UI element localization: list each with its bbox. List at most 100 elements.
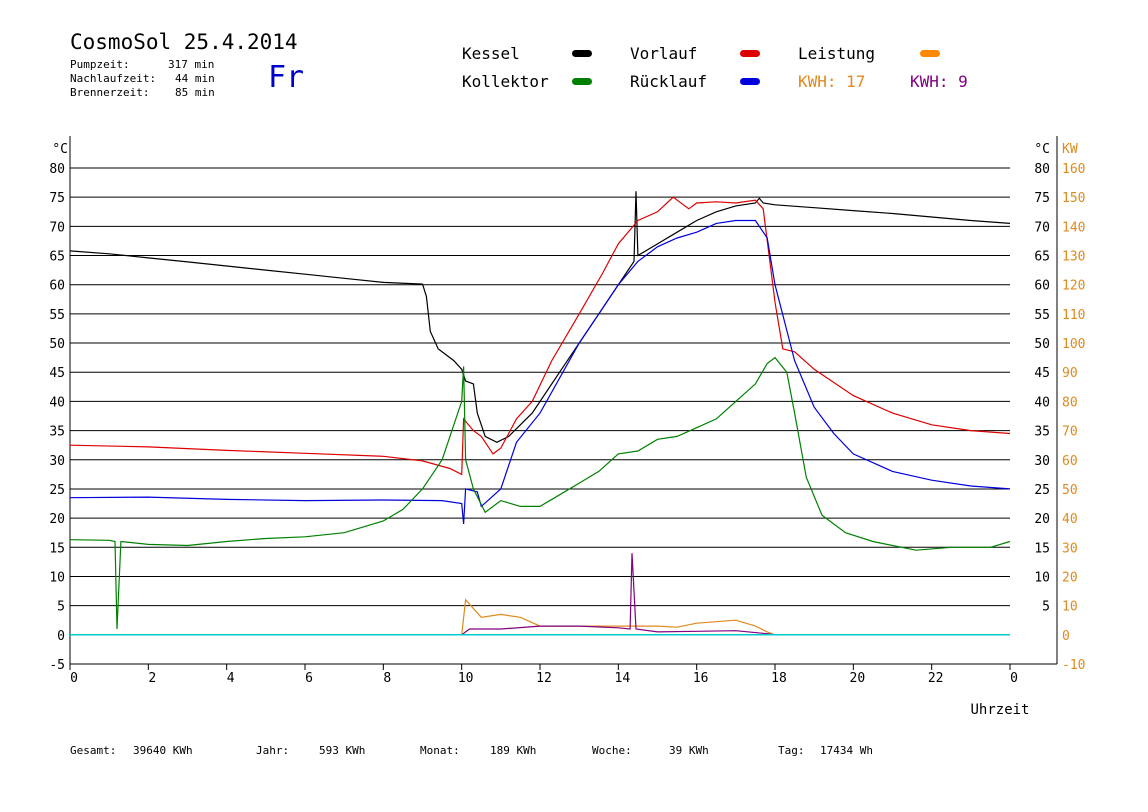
x-tick-label: 6 [305, 671, 313, 686]
y-tick-right: 40 [1034, 395, 1050, 410]
y-tick-kw: 130 [1062, 250, 1085, 265]
x-tick-label: 18 [771, 671, 787, 686]
x-tick-label: 10 [458, 671, 474, 686]
legend-kessel: Kessel [462, 44, 520, 63]
footer-jahr-value: 593 KWh [319, 744, 366, 757]
stat-nachlaufzeit: Nachlaufzeit: [70, 72, 157, 85]
y-label-kw: KW [1062, 142, 1078, 157]
legend-kollektor-swatch [572, 78, 592, 85]
y-tick-right: 70 [1034, 220, 1050, 235]
series-line [69, 191, 1011, 443]
y-tick-left: 50 [49, 337, 65, 352]
chart-title: CosmoSol 25.4.2014 [70, 30, 298, 54]
y-tick-kw: 90 [1062, 366, 1078, 381]
y-tick-kw: 60 [1062, 454, 1078, 469]
footer-jahr: Jahr: [256, 744, 290, 757]
y-tick-left: 70 [49, 220, 65, 235]
stat-pumpzeit-value: 317 min [168, 58, 215, 71]
x-tick-label: 0 [70, 671, 78, 686]
y-tick-right: 75 [1034, 191, 1050, 206]
weekday-label: Fr [268, 60, 305, 95]
legend-kollektor: Kollektor [462, 72, 549, 91]
stat-pumpzeit: Pumpzeit: [70, 58, 130, 71]
y-tick-left: 30 [49, 454, 65, 469]
y-tick-left: 10 [49, 570, 65, 585]
x-axis-label: Uhrzeit [970, 702, 1029, 718]
y-tick-kw: 100 [1062, 337, 1085, 352]
stat-brennerzeit-value: 85 min [175, 86, 215, 99]
y-tick-kw: 10 [1062, 600, 1078, 615]
y-tick-left: 45 [49, 366, 65, 381]
series-line [69, 196, 1011, 476]
y-tick-left: 15 [49, 541, 65, 556]
y-tick-left: 55 [49, 308, 65, 323]
x-tick-label: 22 [928, 671, 944, 686]
series-line [69, 219, 1011, 525]
legend-kessel-swatch [572, 50, 592, 57]
legend-ruecklauf-swatch [740, 78, 760, 85]
y-tick-right: 50 [1034, 337, 1050, 352]
y-tick-kw: 160 [1062, 162, 1085, 177]
y-tick-kw: 110 [1062, 308, 1085, 323]
y-tick-right: 20 [1034, 512, 1050, 527]
y-label-left: °C [52, 142, 68, 157]
y-tick-left: 80 [49, 162, 65, 177]
legend-vorlauf: Vorlauf [630, 44, 698, 63]
y-tick-left: 0 [57, 629, 65, 644]
y-tick-kw: 50 [1062, 483, 1078, 498]
stat-nachlaufzeit-value: 44 min [175, 72, 215, 85]
y-tick-kw: 140 [1062, 220, 1085, 235]
x-tick-label: 12 [536, 671, 552, 686]
footer-monat-value: 189 KWh [490, 744, 537, 757]
y-tick-right: 60 [1034, 279, 1050, 294]
legend-kwh-9: KWH: 9 [910, 72, 968, 91]
y-tick-left: -5 [49, 658, 65, 673]
y-tick-right: 45 [1034, 366, 1050, 381]
legend-leistung: Leistung [798, 44, 876, 63]
y-tick-right: 35 [1034, 425, 1050, 440]
y-tick-kw: 70 [1062, 425, 1078, 440]
x-tick-label: 2 [148, 671, 156, 686]
footer-monat: Monat: [420, 744, 460, 757]
y-tick-kw: 150 [1062, 191, 1085, 206]
y-tick-left: 20 [49, 512, 65, 527]
x-tick-label: 0 [1010, 671, 1018, 686]
series-line [69, 356, 1011, 630]
y-tick-left: 5 [57, 600, 65, 615]
footer-woche-value: 39 KWh [669, 744, 709, 757]
x-tick-label: 4 [227, 671, 235, 686]
x-tick-label: 14 [615, 671, 631, 686]
y-tick-left: 40 [49, 395, 65, 410]
x-tick-label: 8 [383, 671, 391, 686]
y-tick-right: 30 [1034, 454, 1050, 469]
y-tick-left: 65 [49, 250, 65, 265]
legend-leistung-swatch [920, 50, 940, 57]
y-tick-right: 65 [1034, 250, 1050, 265]
y-tick-kw: 120 [1062, 279, 1085, 294]
y-tick-kw: 40 [1062, 512, 1078, 527]
series-line [70, 598, 1010, 636]
footer-gesamt: Gesamt: [70, 744, 117, 757]
legend-kwh-17: KWH: 17 [798, 72, 866, 91]
y-tick-kw: 80 [1062, 395, 1078, 410]
stat-brennerzeit: Brennerzeit: [70, 86, 150, 99]
y-tick-right: 15 [1034, 541, 1050, 556]
footer-woche: Woche: [592, 744, 632, 757]
y-tick-kw: -10 [1062, 658, 1085, 673]
y-tick-kw: 20 [1062, 570, 1078, 585]
y-tick-left: 25 [49, 483, 65, 498]
y-tick-kw: 30 [1062, 541, 1078, 556]
y-tick-right: 55 [1034, 308, 1050, 323]
y-tick-left: 60 [49, 279, 65, 294]
footer-gesamt-value: 39640 KWh [133, 744, 193, 757]
y-label-right: °C [1034, 142, 1050, 157]
series-line [70, 553, 1010, 636]
x-tick-label: 20 [850, 671, 866, 686]
y-tick-kw: 0 [1062, 629, 1070, 644]
y-tick-right: 25 [1034, 483, 1050, 498]
legend-ruecklauf: Rücklauf [630, 72, 708, 91]
footer-tag-value: 17434 Wh [820, 744, 873, 757]
y-tick-right: 80 [1034, 162, 1050, 177]
y-tick-right: 5 [1042, 600, 1050, 615]
